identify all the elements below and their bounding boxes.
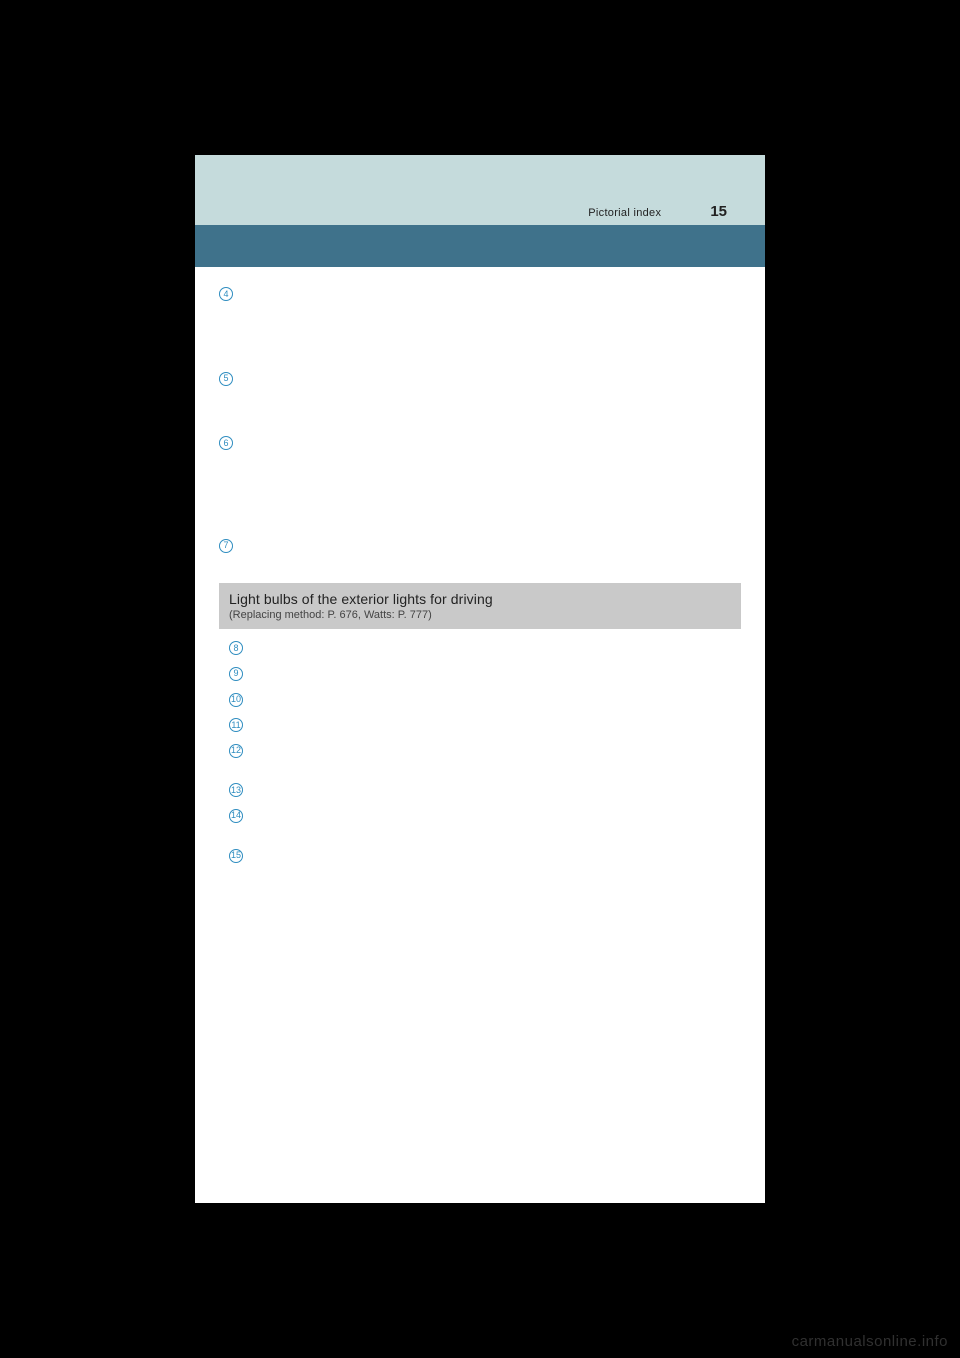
- entry-body: [251, 716, 741, 735]
- entry-body: [251, 691, 741, 710]
- section-title: Light bulbs of the exterior lights for d…: [229, 591, 731, 607]
- entry-body: [251, 781, 741, 800]
- entry-body: [251, 639, 741, 658]
- entry-body: [251, 665, 741, 684]
- circled-number-icon: 12: [229, 744, 243, 758]
- spacer: [229, 767, 741, 781]
- page-content: 4 5 6 7 Light bulbs of the exterior ligh…: [219, 285, 741, 872]
- page-number: 15: [710, 203, 727, 220]
- circled-number-icon: 10: [229, 693, 243, 707]
- spacer: [219, 308, 741, 370]
- entry-body: [241, 434, 741, 453]
- entry-body: [241, 537, 741, 556]
- circled-number-icon: 7: [219, 539, 233, 553]
- circled-number-icon: 6: [219, 436, 233, 450]
- light-entry-list: 8 9 10 11 12 13 14 15: [229, 639, 741, 865]
- index-entry: 5: [219, 370, 741, 389]
- circled-number-icon: 4: [219, 287, 233, 301]
- light-bulb-entry: 15: [229, 847, 741, 866]
- circled-number-icon: 8: [229, 641, 243, 655]
- light-bulb-entry: 10: [229, 691, 741, 710]
- circled-number-icon: 14: [229, 809, 243, 823]
- section-label: Pictorial index: [588, 207, 661, 219]
- light-bulb-entry: 11: [229, 716, 741, 735]
- light-bulb-entry: 12: [229, 742, 741, 761]
- spacer: [219, 457, 741, 537]
- top-entry-list: 4 5 6 7: [219, 285, 741, 555]
- section-box: Light bulbs of the exterior lights for d…: [219, 583, 741, 629]
- header-text-block: Pictorial index 15: [588, 203, 727, 220]
- section-subtitle: (Replacing method: P. 676, Watts: P. 777…: [229, 609, 731, 621]
- header-light-band: Pictorial index 15: [195, 155, 765, 225]
- header-dark-band: [195, 225, 765, 267]
- entry-body: [241, 285, 741, 304]
- circled-number-icon: 11: [229, 718, 243, 732]
- light-bulb-entry: 8: [229, 639, 741, 658]
- circled-number-icon: 5: [219, 372, 233, 386]
- light-bulb-entry: 13: [229, 781, 741, 800]
- index-entry: 7: [219, 537, 741, 556]
- spacer: [229, 833, 741, 847]
- circled-number-icon: 9: [229, 667, 243, 681]
- entry-body: [241, 370, 741, 389]
- entry-body: [251, 807, 741, 826]
- light-bulb-entry: 9: [229, 665, 741, 684]
- entry-body: [251, 742, 741, 761]
- circled-number-icon: 13: [229, 783, 243, 797]
- watermark-text: carmanualsonline.info: [792, 1333, 948, 1350]
- circled-number-icon: 15: [229, 849, 243, 863]
- entry-body: [251, 847, 741, 866]
- spacer: [219, 392, 741, 434]
- manual-page: Pictorial index 15 4 5 6 7 Light bulbs o…: [195, 155, 765, 1203]
- index-entry: 4: [219, 285, 741, 304]
- light-bulb-entry: 14: [229, 807, 741, 826]
- index-entry: 6: [219, 434, 741, 453]
